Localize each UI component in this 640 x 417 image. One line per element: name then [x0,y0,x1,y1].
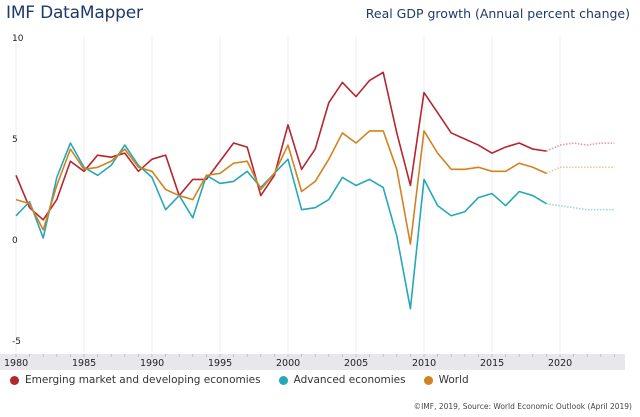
series-line-1[interactable] [15,142,547,310]
brand-logo-text: IMF DataMapper [6,3,143,23]
y-axis: 10 5 0 -5 [12,34,24,347]
legend-label: Advanced economies [293,374,406,386]
legend-dot-icon [423,375,433,385]
y-tick-label: 10 [12,34,24,44]
series-projection-2[interactable] [546,166,615,175]
legend-item-world[interactable]: World [423,374,469,386]
x-tick-label: 2000 [276,358,300,369]
x-tick-label: 2020 [548,358,572,369]
series-projection-1[interactable] [546,202,615,211]
y-tick-label: 5 [12,135,18,145]
x-tick-label: 2015 [480,358,504,369]
chart-title[interactable]: Real GDP growth (Annual percent change) [365,6,630,21]
legend-label: World [438,374,469,386]
legend-dot-icon [278,375,288,385]
gridlines [15,36,561,352]
x-tick-label: 2005 [344,358,368,369]
x-tick-label: 1985 [72,358,96,369]
x-tick-label: 1980 [4,358,28,369]
source-credit: ©IMF, 2019, Source: World Economic Outlo… [413,402,632,411]
x-tick-label: 2010 [412,358,436,369]
x-axis: 1980 1985 1990 1995 2000 2005 2010 2015 2020 [4,354,615,369]
x-tick-label: 1995 [208,358,232,369]
legend-label: Emerging market and developing economies [25,374,261,386]
series-projection-0[interactable] [546,142,615,152]
y-tick-label: -5 [12,337,21,347]
series-line-2[interactable] [15,130,547,245]
x-tick-label: 1990 [140,358,164,369]
series-lines [15,71,615,310]
y-tick-label: 0 [12,236,18,246]
legend: Emerging market and developing economies… [10,374,469,386]
legend-item-advanced[interactable]: Advanced economies [278,374,406,386]
x-axis-band [0,354,625,370]
legend-item-emerging[interactable]: Emerging market and developing economies [10,374,261,386]
legend-dot-icon [10,375,19,385]
series-line-0[interactable] [15,71,547,221]
